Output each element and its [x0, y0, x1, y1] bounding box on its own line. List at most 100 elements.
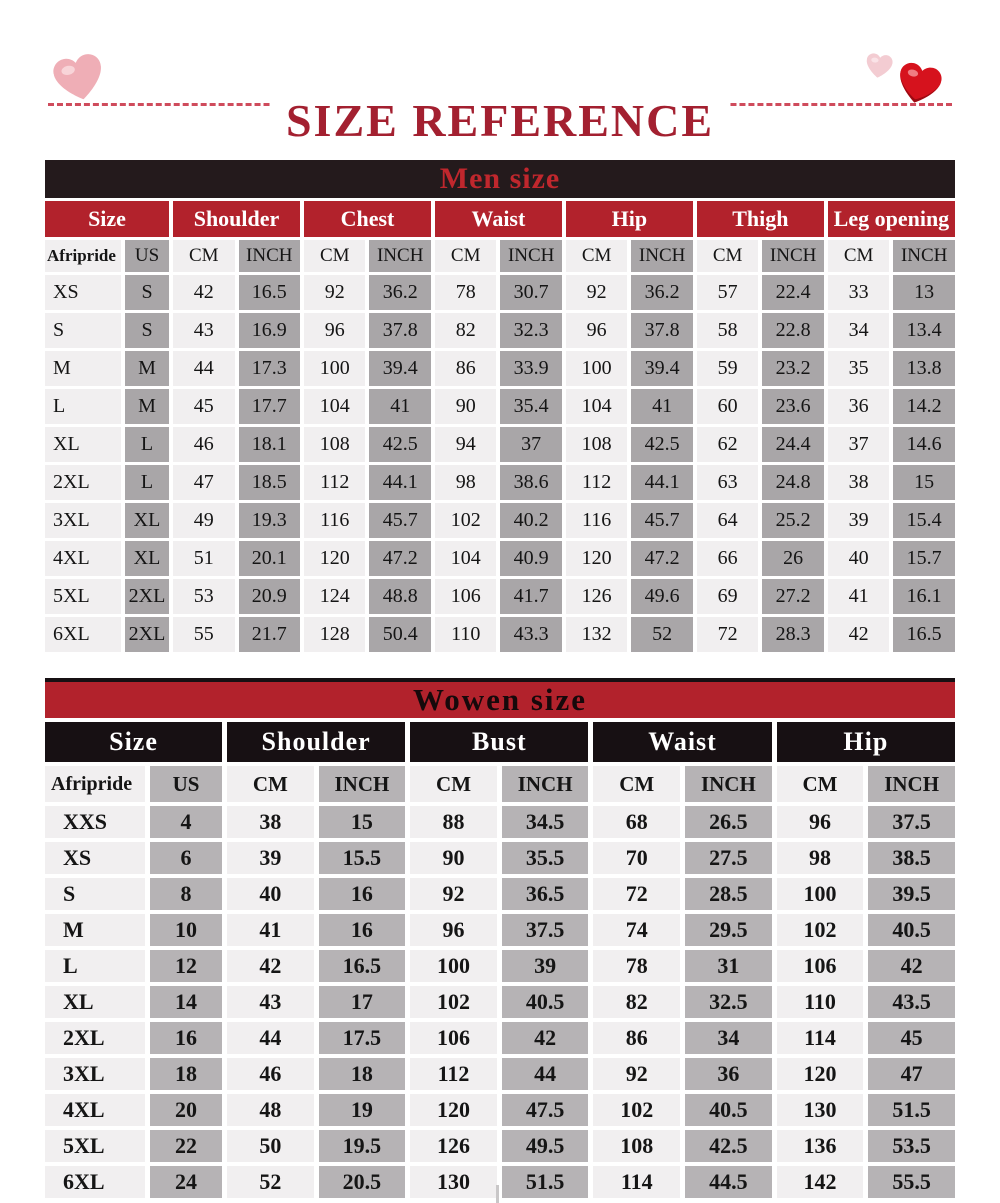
value-cell: 35: [827, 351, 890, 386]
value-cell: 16.1: [893, 579, 955, 614]
value-cell: 114: [776, 1022, 864, 1054]
value-cell: 106: [434, 579, 497, 614]
value-cell: 50.4: [369, 617, 431, 652]
value-cell: 16.5: [238, 275, 300, 310]
value-cell: 46: [173, 427, 235, 462]
value-cell: L: [125, 465, 170, 500]
value-cell: 28.5: [685, 878, 772, 910]
size-row-m: M 10 41 16 96 37.5 74 29.5 102 40.5: [45, 914, 955, 946]
value-cell: 45: [173, 389, 235, 424]
value-cell: 38.5: [868, 842, 955, 874]
value-cell: 19.5: [318, 1130, 406, 1162]
value-cell: 33: [827, 275, 890, 310]
value-cell: XL: [125, 503, 170, 538]
value-cell: 38.6: [500, 465, 562, 500]
value-cell: 55.5: [868, 1166, 955, 1198]
value-cell: 43.5: [868, 986, 955, 1018]
value-cell: 34: [827, 313, 890, 348]
value-cell: 37.5: [868, 806, 955, 838]
value-cell: 14: [150, 986, 223, 1018]
value-cell: 42: [227, 950, 314, 982]
unit-header-cell: INCH: [501, 766, 589, 802]
value-cell: 17.5: [318, 1022, 406, 1054]
value-cell: 2XL: [125, 617, 170, 652]
value-cell: 26: [762, 541, 824, 576]
unit-header-cell: INCH: [631, 240, 693, 272]
value-cell: 38: [827, 465, 890, 500]
size-row-5xl: 5XL 2XL 53 20.9 124 48.8 106 41.7 126 49.6 69 27.2 4…: [45, 579, 955, 614]
value-cell: 100: [410, 950, 497, 982]
value-cell: 16.9: [238, 313, 300, 348]
value-cell: 17.7: [238, 389, 300, 424]
value-cell: 49.6: [631, 579, 693, 614]
value-cell: 106: [410, 1022, 497, 1054]
size-row-6xl: 6XL 2XL 55 21.7 128 50.4 110 43.3 132 52 72 28.3 42 1…: [45, 617, 955, 652]
value-cell: 51.5: [501, 1166, 589, 1198]
value-cell: 32.3: [500, 313, 562, 348]
size-row-3xl: 3XL 18 46 18 112 44 92 36 120 47: [45, 1058, 955, 1090]
women-size-table: Size Shoulder Bust Waist Hip Afripride US CM INC…: [40, 718, 960, 1202]
value-cell: 14.6: [893, 427, 955, 462]
value-cell: 130: [776, 1094, 864, 1126]
unit-header-cell: CM: [776, 766, 864, 802]
value-cell: 142: [776, 1166, 864, 1198]
value-cell: 120: [776, 1058, 864, 1090]
value-cell: 19: [318, 1094, 406, 1126]
value-cell: 44: [227, 1022, 314, 1054]
size-row-xl: XL 14 43 17 102 40.5 82 32.5 110 43.5: [45, 986, 955, 1018]
value-cell: 4: [150, 806, 223, 838]
value-cell: 27.2: [762, 579, 824, 614]
value-cell: 36: [827, 389, 890, 424]
brand-label: Afripride: [45, 766, 145, 802]
value-cell: 74: [593, 914, 681, 946]
value-cell: 47.2: [631, 541, 693, 576]
size-label-cell: 3XL: [45, 503, 121, 538]
group-header-size: Size: [45, 722, 223, 762]
value-cell: 6: [150, 842, 223, 874]
value-cell: 20.1: [238, 541, 300, 576]
value-cell: 96: [410, 914, 497, 946]
value-cell: 26.5: [685, 806, 772, 838]
value-cell: 104: [434, 541, 497, 576]
value-cell: 44.1: [631, 465, 693, 500]
bottom-tick-mark: [496, 1185, 499, 1203]
value-cell: 98: [776, 842, 864, 874]
unit-header-cell: INCH: [318, 766, 406, 802]
unit-header-cell: CM: [565, 240, 628, 272]
value-cell: 42.5: [631, 427, 693, 462]
unit-header-cell: INCH: [238, 240, 300, 272]
unit-header-cell: CM: [827, 240, 890, 272]
value-cell: 37: [827, 427, 890, 462]
group-header-waist: Waist: [593, 722, 772, 762]
value-cell: 90: [434, 389, 497, 424]
size-row-2xl: 2XL 16 44 17.5 106 42 86 34 114 45: [45, 1022, 955, 1054]
value-cell: 41: [827, 579, 890, 614]
value-cell: 39.4: [631, 351, 693, 386]
value-cell: 43: [173, 313, 235, 348]
value-cell: 58: [696, 313, 759, 348]
value-cell: XL: [125, 541, 170, 576]
value-cell: 33.9: [500, 351, 562, 386]
size-label-cell: 2XL: [45, 1022, 145, 1054]
value-cell: 35.5: [501, 842, 589, 874]
value-cell: 22.8: [762, 313, 824, 348]
value-cell: 50: [227, 1130, 314, 1162]
value-cell: 92: [593, 1058, 681, 1090]
value-cell: 114: [593, 1166, 681, 1198]
size-label-cell: S: [45, 878, 145, 910]
group-header-bust: Bust: [410, 722, 589, 762]
size-label-cell: XL: [45, 986, 145, 1018]
value-cell: 59: [696, 351, 759, 386]
value-cell: 45.7: [631, 503, 693, 538]
value-cell: 102: [434, 503, 497, 538]
size-label-cell: XL: [45, 427, 121, 462]
size-label-cell: XS: [45, 275, 121, 310]
value-cell: 20.5: [318, 1166, 406, 1198]
men-size-table: Size Shoulder Chest Waist Hip Thigh Leg openin…: [41, 198, 959, 655]
value-cell: 39: [501, 950, 589, 982]
value-cell: 24.4: [762, 427, 824, 462]
value-cell: 108: [565, 427, 628, 462]
size-row-5xl: 5XL 22 50 19.5 126 49.5 108 42.5 136 53.5: [45, 1130, 955, 1162]
value-cell: 41: [227, 914, 314, 946]
unit-header-row: Afripride US CM INCH CM INCH CM INCH CM INCH CM INC…: [45, 240, 955, 272]
